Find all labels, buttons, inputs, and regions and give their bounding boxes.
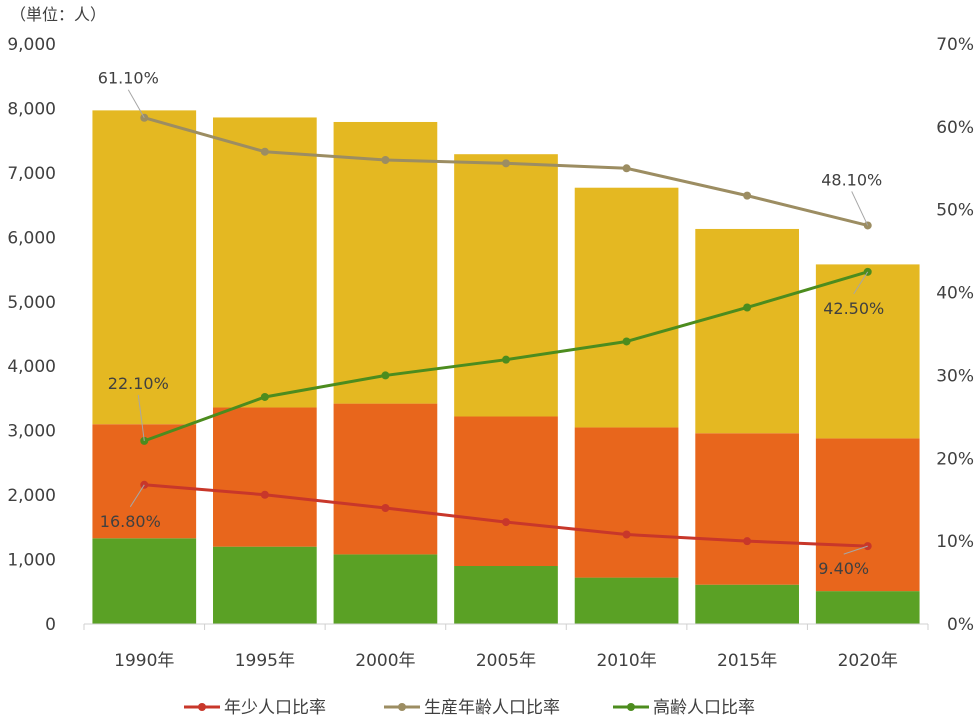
bar-segment: [454, 416, 558, 566]
data-label-leader: [137, 394, 145, 441]
left-axis-ticks: 0 1,000 2,000 3,000 4,000 5,000 6,000 7,000 8,00…: [7, 35, 56, 635]
right-tick-label: 20%: [936, 449, 974, 469]
line-series: [140, 113, 872, 551]
data-label: 16.80%: [100, 512, 161, 531]
bar-segment: [213, 546, 317, 624]
data-label: 48.10%: [821, 170, 882, 189]
left-tick-label: 8,000: [7, 99, 56, 119]
right-tick-label: 50%: [936, 201, 974, 221]
legend-label: 高齢人口比率: [653, 698, 755, 718]
series-point: [622, 530, 631, 539]
series-point: [381, 504, 390, 512]
left-tick-label: 9,000: [7, 35, 56, 55]
bar-segment: [213, 407, 317, 547]
right-axis-ticks: 0% 10% 20% 30% 40% 50% 60% 70%: [936, 35, 974, 635]
legend: 年少人口比率 生産年齢人口比率 高齢人口比率: [184, 698, 755, 718]
bar-segment: [454, 566, 558, 624]
series-point: [743, 537, 752, 546]
bar-segment: [695, 228, 799, 434]
left-tick-label: 3,000: [7, 422, 56, 442]
legend-marker: [398, 703, 406, 711]
legend-label: 生産年齢人口比率: [424, 698, 560, 718]
bar-segment: [92, 538, 197, 624]
bar-segment: [333, 403, 438, 555]
bar-segment: [92, 110, 197, 425]
series-point: [381, 156, 390, 164]
bar-segment: [213, 117, 317, 408]
data-labels: 16.80% 9.40% 61.10% 48.10% 22.10% 42.50%: [98, 69, 884, 578]
left-tick-label: 7,000: [7, 164, 56, 184]
x-axis-ticks: 1990年 1995年 2000年 2005年 2010年 2015年 2020年: [83, 624, 929, 671]
x-tick-label: 2010年: [596, 651, 656, 671]
left-tick-label: 0: [45, 615, 56, 635]
data-label-leader: [851, 191, 869, 226]
bar-segment: [695, 584, 799, 624]
series-point: [622, 337, 631, 346]
x-tick-label: 2000年: [355, 651, 415, 671]
x-tick-label: 1990年: [114, 651, 174, 671]
bar-segment: [815, 438, 920, 592]
bar-segment: [695, 433, 799, 585]
unit-label: （単位：人）: [10, 5, 106, 24]
legend-label: 年少人口比率: [224, 698, 326, 718]
data-label-leader: [843, 545, 868, 555]
right-tick-label: 30%: [936, 366, 974, 386]
series-point: [502, 518, 510, 527]
data-label: 22.10%: [108, 374, 169, 393]
bar-segment: [815, 591, 920, 624]
series-point: [743, 191, 752, 200]
left-tick-label: 5,000: [7, 293, 56, 313]
data-label-leader: [127, 89, 145, 118]
x-tick-label: 2020年: [838, 651, 898, 671]
bar-segment: [574, 577, 679, 624]
right-tick-label: 10%: [936, 532, 974, 552]
bar-segment: [574, 187, 679, 428]
series-point: [743, 303, 752, 312]
data-label: 42.50%: [823, 299, 884, 318]
left-tick-label: 4,000: [7, 357, 56, 377]
x-tick-label: 2015年: [717, 651, 777, 671]
bar-segment: [333, 554, 438, 624]
x-tick-label: 2005年: [476, 651, 536, 671]
left-tick-label: 2,000: [7, 486, 56, 506]
right-tick-label: 70%: [936, 35, 974, 55]
data-label: 61.10%: [98, 69, 159, 88]
bar-segment: [333, 121, 438, 404]
x-tick-label: 1995年: [235, 651, 295, 671]
right-tick-label: 0%: [947, 615, 974, 635]
legend-marker: [198, 703, 206, 711]
left-tick-label: 6,000: [7, 228, 56, 248]
series-point: [260, 392, 269, 401]
bars: [92, 110, 920, 624]
left-tick-label: 1,000: [7, 551, 56, 571]
right-tick-label: 40%: [936, 284, 974, 304]
series-point: [260, 147, 269, 156]
legend-marker: [627, 703, 635, 711]
series-point: [622, 164, 631, 173]
series-point: [502, 159, 510, 168]
series-point: [502, 355, 510, 364]
series-point: [381, 371, 390, 380]
series-point: [260, 490, 269, 499]
data-label-leader: [129, 484, 145, 508]
data-label: 9.40%: [818, 559, 869, 578]
bar-segment: [454, 154, 558, 417]
bar-segment: [574, 427, 679, 578]
bar-segment: [815, 264, 920, 439]
data-label-leader: [853, 271, 869, 295]
right-tick-label: 60%: [936, 118, 974, 138]
